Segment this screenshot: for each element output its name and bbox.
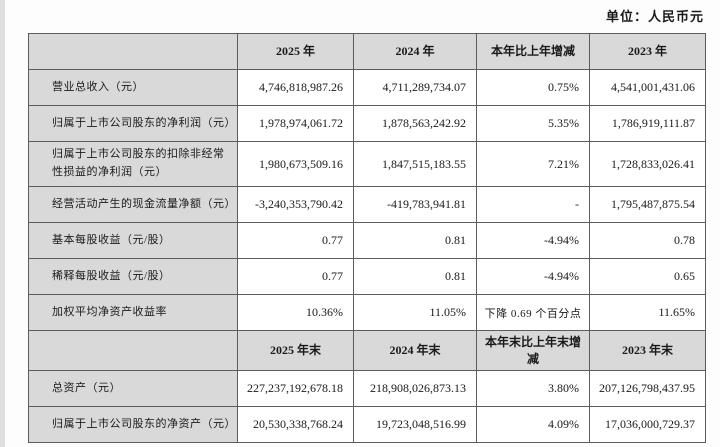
header-2024: 2024 年: [353, 33, 477, 70]
header-2023: 2023 年: [589, 33, 706, 70]
value-2024: 19,723,048,516.99: [353, 406, 477, 443]
table-row-net-profit: 归属于上市公司股东的净利润（元） 1,978,974,061.72 1,878,…: [28, 105, 706, 142]
value-2024: 218,908,026,873.13: [353, 370, 477, 407]
scan-edge-artifact: [0, 0, 5, 447]
table-row-total-assets: 总资产（元） 227,237,192,678.18 218,908,026,87…: [28, 370, 706, 407]
value-2023: 1,728,833,026.41: [589, 141, 706, 187]
value-2025: 0.77: [237, 222, 354, 259]
value-2023: 0.78: [589, 222, 706, 259]
value-2025: 1,978,974,061.72: [237, 105, 354, 142]
row-label: 归属于上市公司股东的扣除非经常性损益的净利润（元）: [28, 141, 238, 187]
row-label: 稀释每股收益（元/股）: [28, 258, 238, 295]
value-2025: 0.77: [237, 258, 354, 295]
value-2025: 10.36%: [237, 294, 354, 331]
header-2025: 2025 年: [237, 33, 354, 70]
header-row-annual: 2025 年 2024 年 本年比上年增减 2023 年: [28, 33, 706, 70]
table-row-diluted-eps: 稀释每股收益（元/股） 0.77 0.81 -4.94% 0.65: [28, 258, 706, 295]
table-row-basic-eps: 基本每股收益（元/股） 0.77 0.81 -4.94% 0.78: [28, 222, 706, 259]
value-2023: 207,126,798,437.95: [589, 370, 706, 407]
value-change: -: [476, 186, 590, 223]
value-change: 0.75%: [476, 69, 590, 106]
value-change: 7.21%: [476, 141, 590, 187]
value-change: 5.35%: [476, 105, 590, 142]
header-row-year-end: 2025 年末 2024 年末 本年末比上年末增减 2023 年末: [28, 330, 706, 371]
row-label: 总资产（元）: [28, 370, 238, 407]
value-2023: 1,795,487,875.54: [589, 186, 706, 223]
row-label: 经营活动产生的现金流量净额（元）: [28, 186, 238, 223]
value-change: -4.94%: [476, 222, 590, 259]
value-2024: -419,783,941.81: [353, 186, 477, 223]
value-2023: 17,036,000,729.37: [589, 406, 706, 443]
unit-note: 单位：人民币元: [605, 9, 704, 24]
table-row-operating-cash-flow: 经营活动产生的现金流量净额（元） -3,240,353,790.42 -419,…: [28, 186, 706, 223]
header-blank-cell: [28, 33, 238, 70]
header-change: 本年比上年增减: [476, 33, 590, 70]
value-change: 4.09%: [476, 406, 590, 443]
table-row-weighted-avg-roe: 加权平均净资产收益率 10.36% 11.05% 下降 0.69 个百分点 11…: [28, 294, 706, 331]
value-2024: 0.81: [353, 222, 477, 259]
value-2023: 11.65%: [589, 294, 706, 331]
table-row-total-revenue: 营业总收入（元） 4,746,818,987.26 4,711,289,734.…: [28, 69, 706, 106]
header-blank-cell: [28, 330, 238, 371]
value-change: -4.94%: [476, 258, 590, 295]
table-row-net-profit-excl-nonrecurring: 归属于上市公司股东的扣除非经常性损益的净利润（元） 1,980,673,509.…: [28, 141, 706, 187]
key-financials-table: 2025 年 2024 年 本年比上年增减 2023 年 营业总收入（元） 4,…: [28, 33, 706, 443]
header-2024-end: 2024 年末: [353, 330, 477, 371]
value-2025: -3,240,353,790.42: [237, 186, 354, 223]
header-2023-end: 2023 年末: [589, 330, 706, 371]
value-2025: 227,237,192,678.18: [237, 370, 354, 407]
header-change-end: 本年末比上年末增减: [476, 330, 590, 371]
value-2025: 20,530,338,768.24: [237, 406, 354, 443]
table-row-net-assets: 归属于上市公司股东的净资产（元） 20,530,338,768.24 19,72…: [28, 406, 706, 443]
value-2024: 1,878,563,242.92: [353, 105, 477, 142]
value-2025: 1,980,673,509.16: [237, 141, 354, 187]
row-label: 营业总收入（元）: [28, 69, 238, 106]
value-2024: 11.05%: [353, 294, 477, 331]
value-2024: 4,711,289,734.07: [353, 69, 477, 106]
value-change: 3.80%: [476, 370, 590, 407]
value-2024: 0.81: [353, 258, 477, 295]
value-2023: 0.65: [589, 258, 706, 295]
value-2024: 1,847,515,183.55: [353, 141, 477, 187]
value-2023: 1,786,919,111.87: [589, 105, 706, 142]
header-2025-end: 2025 年末: [237, 330, 354, 371]
value-change: 下降 0.69 个百分点: [476, 294, 590, 331]
row-label: 归属于上市公司股东的净资产（元）: [28, 406, 238, 443]
value-2025: 4,746,818,987.26: [237, 69, 354, 106]
row-label: 基本每股收益（元/股）: [28, 222, 238, 259]
row-label: 加权平均净资产收益率: [28, 294, 238, 331]
value-2023: 4,541,001,431.06: [589, 69, 706, 106]
row-label: 归属于上市公司股东的净利润（元）: [28, 105, 238, 142]
